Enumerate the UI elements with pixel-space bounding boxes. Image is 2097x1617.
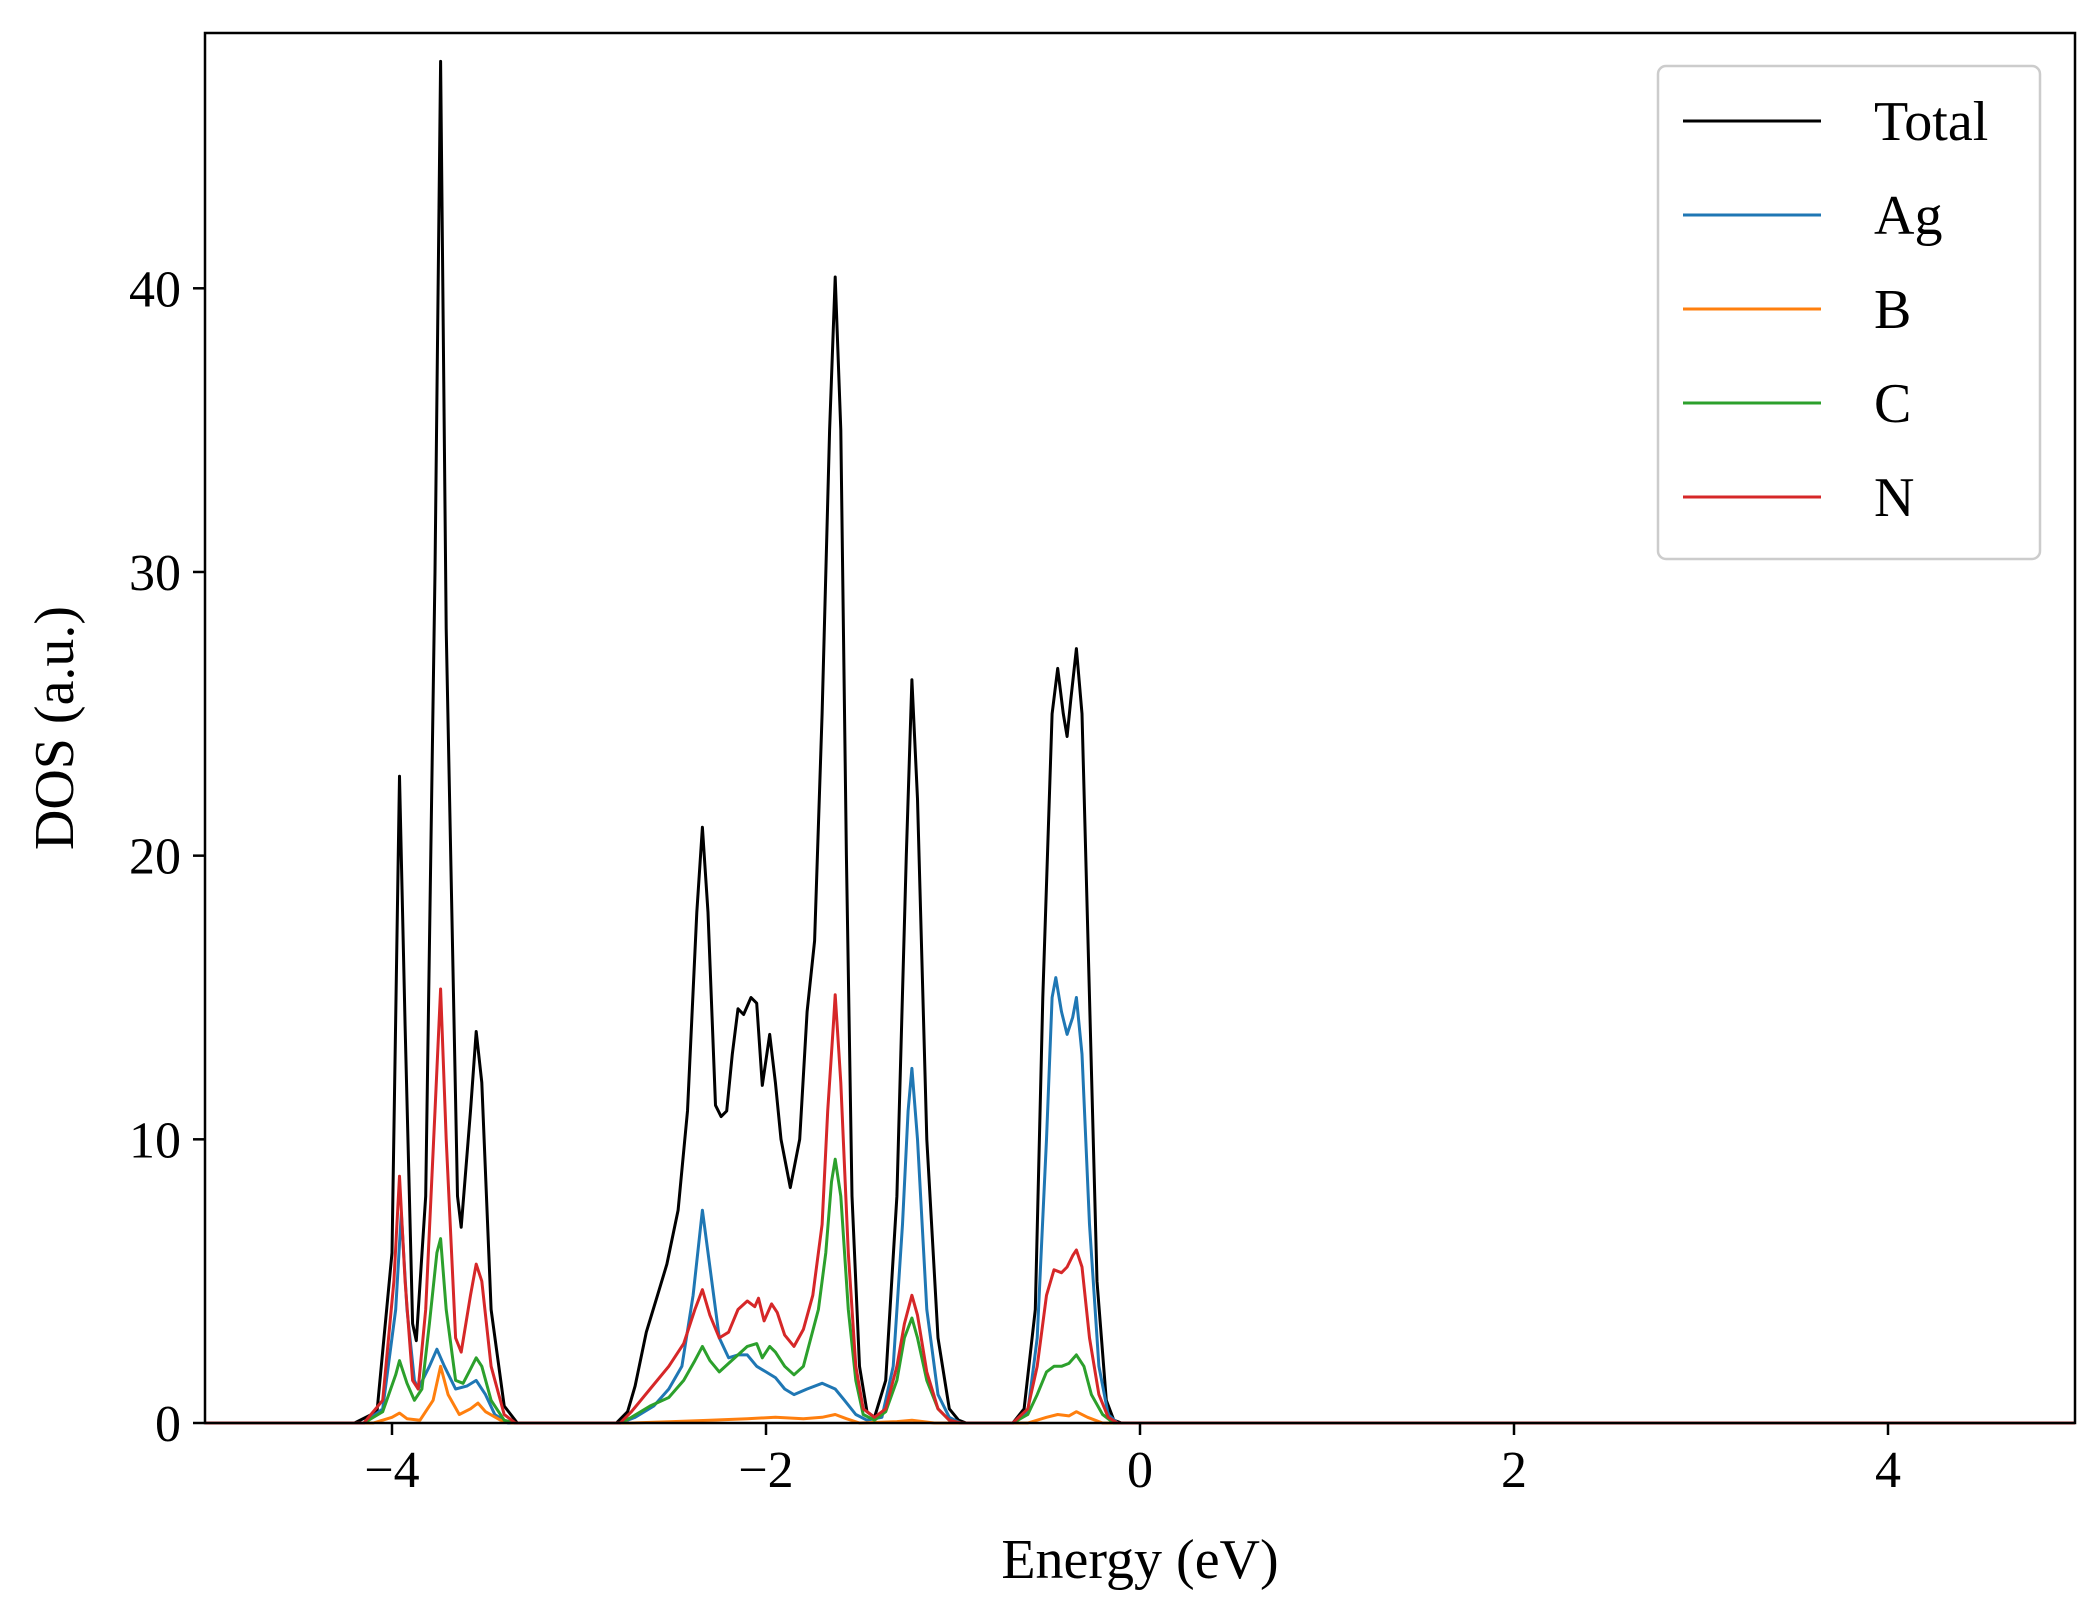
- legend-item-total: Total: [1683, 91, 1988, 153]
- series-line-n: [205, 987, 2075, 1425]
- x-tick-label: −4: [364, 1442, 419, 1499]
- x-tick-label: −2: [738, 1442, 793, 1499]
- legend-box: [1656, 64, 2042, 561]
- series-line-total: [205, 59, 2075, 1425]
- x-axis: −4 −2 0 2 4: [364, 1423, 1901, 1499]
- series-line-ag: [205, 976, 2075, 1425]
- y-tick-label: 30: [129, 545, 181, 602]
- series-line-b: [205, 1364, 2075, 1425]
- x-axis-label: Energy (eV): [1001, 1529, 1278, 1591]
- legend-item-c: C: [1683, 373, 1911, 435]
- legend-label: C: [1874, 373, 1911, 435]
- legend-label: N: [1874, 467, 1914, 529]
- y-tick-label: 40: [129, 261, 181, 318]
- y-axis: 0 10 20 30 40: [129, 261, 205, 1453]
- y-tick-label: 10: [129, 1112, 181, 1169]
- y-tick-label: 20: [129, 829, 181, 886]
- legend-label: Ag: [1874, 185, 1942, 247]
- x-tick-label: 4: [1875, 1442, 1901, 1499]
- legend: Total Ag BCN: [1656, 64, 2042, 561]
- legend-label: B: [1874, 279, 1911, 341]
- x-tick-label: 2: [1501, 1442, 1527, 1499]
- legend-item-b: B: [1683, 279, 1911, 341]
- legend-item-ag: Ag: [1683, 185, 1942, 247]
- plot-lines: [205, 59, 2075, 1425]
- y-axis-label: DOS (a.u.): [24, 606, 86, 850]
- legend-label: Total: [1874, 91, 1988, 153]
- legend-item-n: N: [1683, 467, 1914, 529]
- y-tick-label: 0: [155, 1396, 181, 1453]
- x-tick-label: 0: [1127, 1442, 1153, 1499]
